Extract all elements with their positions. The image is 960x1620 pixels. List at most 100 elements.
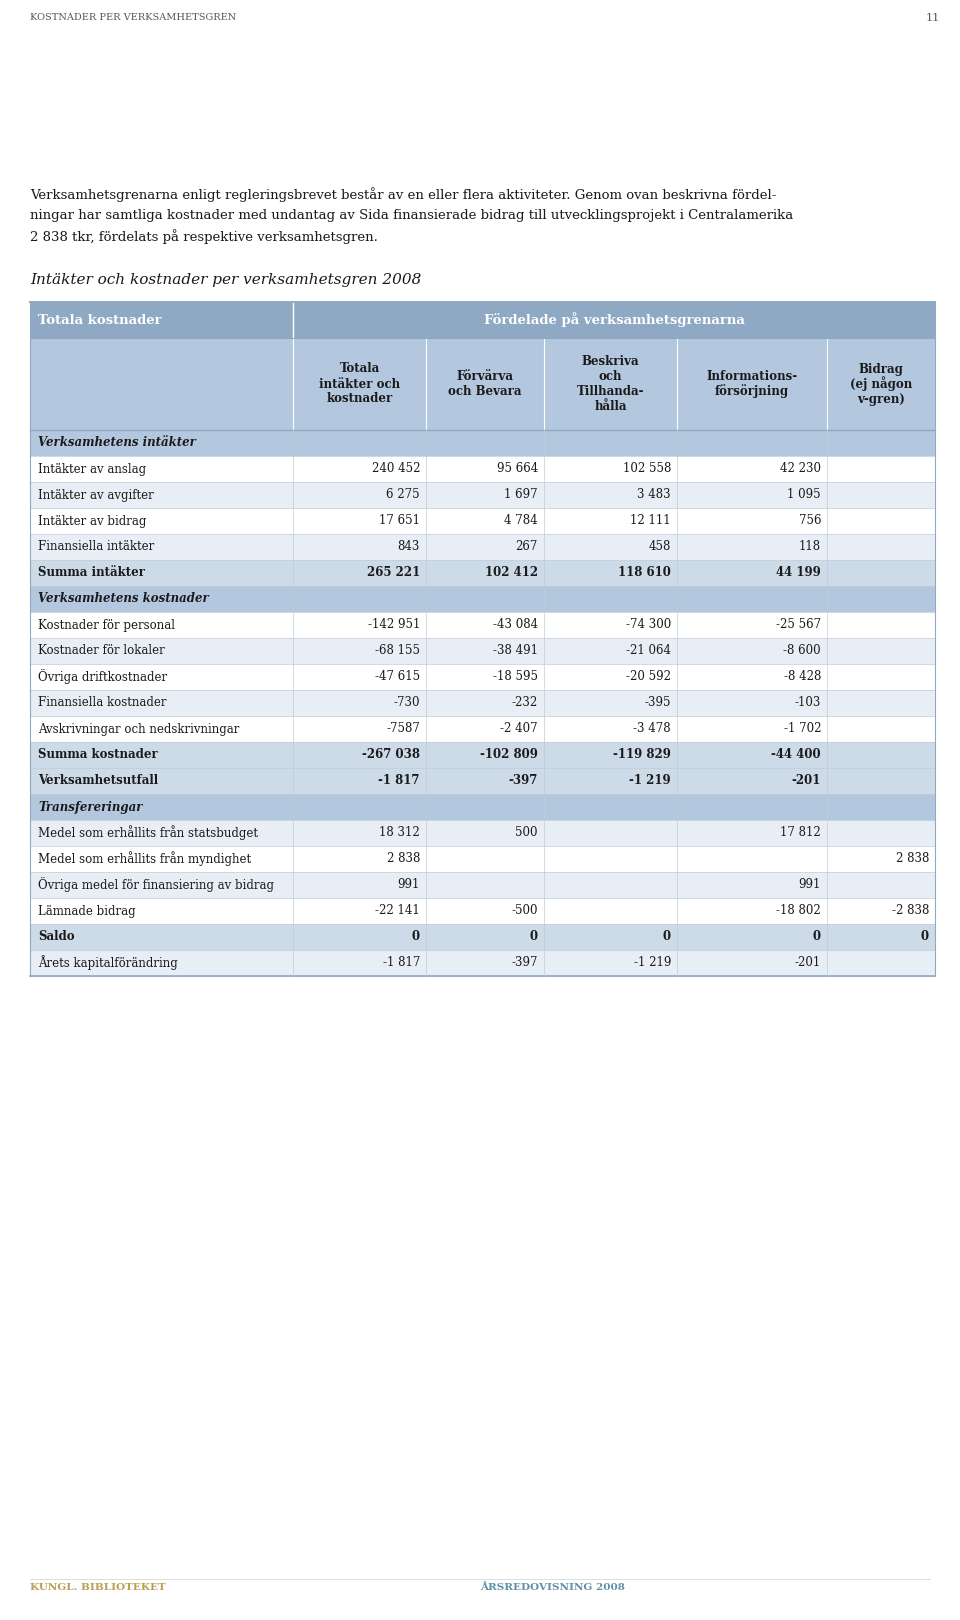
- Bar: [30, 509, 935, 535]
- Text: 1 095: 1 095: [787, 489, 821, 502]
- Text: och: och: [599, 369, 622, 382]
- Text: 6 275: 6 275: [386, 489, 420, 502]
- Text: -18 595: -18 595: [493, 671, 538, 684]
- Text: Finansiella intäkter: Finansiella intäkter: [38, 541, 155, 554]
- Text: 991: 991: [397, 878, 420, 891]
- Bar: [30, 923, 935, 949]
- Text: -3 478: -3 478: [634, 723, 671, 735]
- Text: -397: -397: [512, 956, 538, 969]
- Text: Beskriva: Beskriva: [582, 355, 639, 368]
- Text: 95 664: 95 664: [496, 462, 538, 476]
- Bar: [677, 339, 827, 429]
- Text: 17 812: 17 812: [780, 826, 821, 839]
- Text: -20 592: -20 592: [626, 671, 671, 684]
- Text: 267: 267: [516, 541, 538, 554]
- Text: -21 064: -21 064: [626, 645, 671, 658]
- Text: Kostnader för lokaler: Kostnader för lokaler: [38, 645, 165, 658]
- Text: -2 838: -2 838: [892, 904, 929, 917]
- Bar: [30, 612, 935, 638]
- Text: 500: 500: [516, 826, 538, 839]
- Text: (ej någon: (ej någon: [850, 376, 912, 392]
- Text: 42 230: 42 230: [780, 462, 821, 476]
- Text: 17 651: 17 651: [379, 515, 420, 528]
- Text: 265 221: 265 221: [367, 567, 420, 580]
- Text: Tillhanda-: Tillhanda-: [577, 386, 644, 399]
- Text: kostnader: kostnader: [326, 392, 393, 405]
- Bar: [30, 664, 935, 690]
- Text: 756: 756: [799, 515, 821, 528]
- Text: v-gren): v-gren): [857, 392, 905, 405]
- Text: 0: 0: [412, 930, 420, 943]
- Text: -2 407: -2 407: [500, 723, 538, 735]
- Text: försörjning: försörjning: [715, 384, 789, 399]
- Text: -1 702: -1 702: [783, 723, 821, 735]
- Text: Övriga driftkostnader: Övriga driftkostnader: [38, 669, 167, 685]
- Text: Övriga medel för finansiering av bidrag: Övriga medel för finansiering av bidrag: [38, 878, 274, 893]
- Text: 102 558: 102 558: [623, 462, 671, 476]
- Text: 2 838: 2 838: [387, 852, 420, 865]
- Text: 118: 118: [799, 541, 821, 554]
- Bar: [30, 455, 935, 483]
- Text: Intäkter och kostnader per verksamhetsgren 2008: Intäkter och kostnader per verksamhetsgr…: [30, 274, 421, 287]
- Text: -25 567: -25 567: [776, 619, 821, 632]
- Text: -1 219: -1 219: [630, 774, 671, 787]
- Text: -201: -201: [795, 956, 821, 969]
- Text: -1 219: -1 219: [634, 956, 671, 969]
- Text: Totala kostnader: Totala kostnader: [38, 314, 161, 327]
- Bar: [30, 535, 935, 561]
- Bar: [293, 339, 426, 429]
- Text: -1 817: -1 817: [378, 774, 420, 787]
- Bar: [30, 638, 935, 664]
- Bar: [30, 949, 935, 975]
- Text: Verksamhetsgrenarna enligt regleringsbrevet består av en eller flera aktiviteter: Verksamhetsgrenarna enligt regleringsbre…: [30, 188, 777, 202]
- Bar: [30, 794, 935, 820]
- Text: Verksamhetens intäkter: Verksamhetens intäkter: [38, 436, 196, 449]
- Text: Verksamhetsutfall: Verksamhetsutfall: [38, 774, 158, 787]
- Text: -1 817: -1 817: [383, 956, 420, 969]
- Bar: [30, 690, 935, 716]
- Text: 2 838: 2 838: [896, 852, 929, 865]
- Bar: [30, 561, 935, 586]
- Text: Summa kostnader: Summa kostnader: [38, 748, 157, 761]
- Text: 843: 843: [397, 541, 420, 554]
- Text: -397: -397: [509, 774, 538, 787]
- Text: Förvärva: Förvärva: [457, 369, 514, 382]
- Text: -500: -500: [512, 904, 538, 917]
- Bar: [827, 339, 935, 429]
- Text: 3 483: 3 483: [637, 489, 671, 502]
- Text: 18 312: 18 312: [379, 826, 420, 839]
- Text: 2 838 tkr, fördelats på respektive verksamhetsgren.: 2 838 tkr, fördelats på respektive verks…: [30, 230, 378, 245]
- Text: Fördelade på verksamhetsgrenarna: Fördelade på verksamhetsgrenarna: [484, 313, 744, 327]
- Bar: [293, 301, 935, 339]
- Text: Medel som erhållits från myndighet: Medel som erhållits från myndighet: [38, 852, 252, 867]
- Bar: [30, 872, 935, 897]
- Text: 118 610: 118 610: [618, 567, 671, 580]
- Text: 991: 991: [799, 878, 821, 891]
- Text: Kostnader för personal: Kostnader för personal: [38, 619, 175, 632]
- Text: 102 412: 102 412: [485, 567, 538, 580]
- Text: -8 600: -8 600: [783, 645, 821, 658]
- Text: -395: -395: [644, 697, 671, 710]
- Text: -119 829: -119 829: [613, 748, 671, 761]
- Bar: [30, 586, 935, 612]
- Text: Intäkter av anslag: Intäkter av anslag: [38, 462, 146, 476]
- Text: -43 084: -43 084: [492, 619, 538, 632]
- Text: Intäkter av bidrag: Intäkter av bidrag: [38, 515, 146, 528]
- Bar: [30, 742, 935, 768]
- Bar: [544, 339, 677, 429]
- Text: KUNGL. BIBLIOTEKET: KUNGL. BIBLIOTEKET: [30, 1583, 166, 1591]
- Text: 44 199: 44 199: [777, 567, 821, 580]
- Text: -730: -730: [394, 697, 420, 710]
- Text: -44 400: -44 400: [772, 748, 821, 761]
- Text: Finansiella kostnader: Finansiella kostnader: [38, 697, 166, 710]
- Text: 4 784: 4 784: [504, 515, 538, 528]
- Text: 0: 0: [921, 930, 929, 943]
- Text: Saldo: Saldo: [38, 930, 75, 943]
- Text: och Bevara: och Bevara: [448, 386, 521, 399]
- Text: -22 141: -22 141: [375, 904, 420, 917]
- Text: -201: -201: [792, 774, 821, 787]
- Text: -38 491: -38 491: [493, 645, 538, 658]
- Text: Transfereringar: Transfereringar: [38, 800, 142, 813]
- Text: -47 615: -47 615: [374, 671, 420, 684]
- Bar: [30, 897, 935, 923]
